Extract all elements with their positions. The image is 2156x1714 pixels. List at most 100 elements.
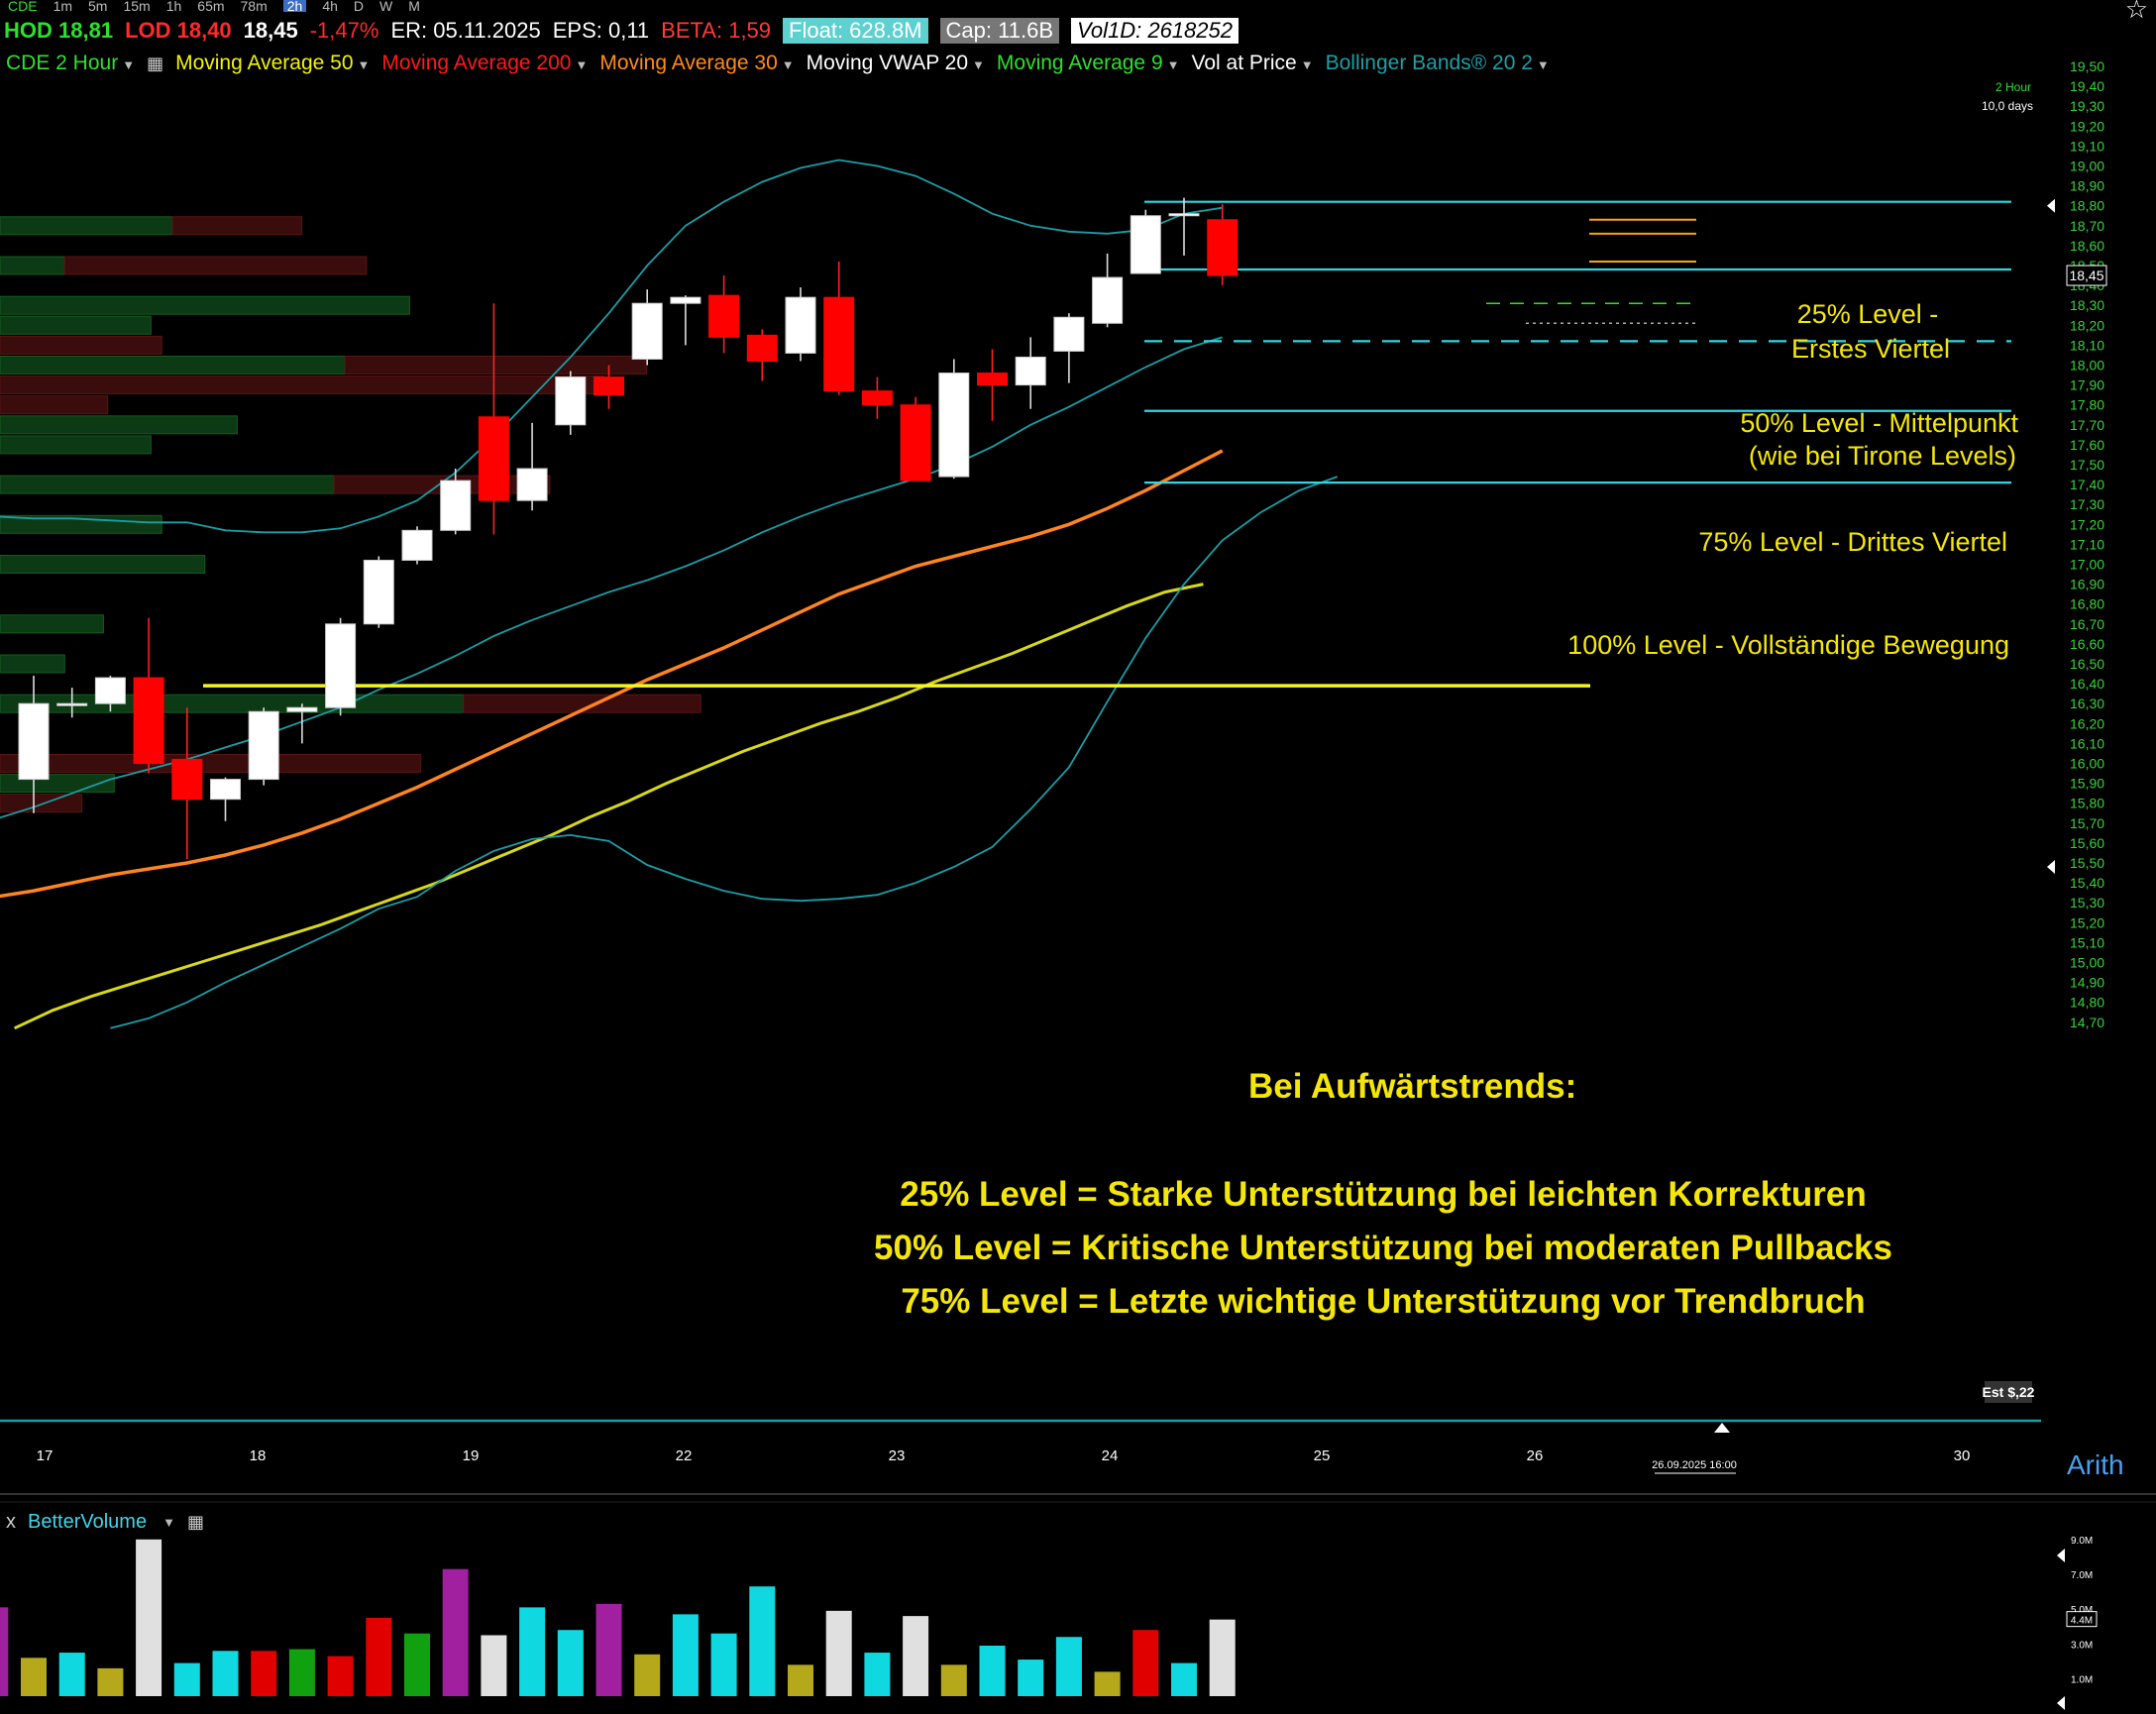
volume-bar[interactable]	[1171, 1662, 1197, 1696]
timeframe-w[interactable]: W	[379, 0, 393, 14]
legend-ma9[interactable]: Moving Average 9 ▼	[996, 52, 1180, 74]
candle-up[interactable]	[938, 373, 970, 478]
volume-bar[interactable]	[21, 1658, 47, 1696]
candle-up[interactable]	[1168, 213, 1200, 217]
candle-down[interactable]	[746, 334, 778, 362]
bollinger-lower-band	[110, 476, 1339, 1029]
legend-bollinger[interactable]: Bollinger Bands® 20 2 ▼	[1325, 52, 1550, 74]
chevron-down-icon[interactable]: ▼	[162, 1515, 175, 1530]
legend-ma200[interactable]: Moving Average 200 ▼	[381, 52, 589, 74]
candle-up[interactable]	[1130, 215, 1161, 274]
close-icon[interactable]: x	[6, 1511, 16, 1533]
candle-down[interactable]	[133, 677, 164, 765]
candle-up[interactable]	[401, 529, 433, 561]
candle-up[interactable]	[516, 468, 548, 501]
candle-down[interactable]	[861, 390, 893, 406]
volume-bar[interactable]	[1094, 1671, 1121, 1696]
timeframe-15m[interactable]: 15m	[123, 0, 151, 14]
volume-bar[interactable]	[1018, 1660, 1044, 1696]
candle-up[interactable]	[440, 480, 472, 531]
volume-bar[interactable]	[710, 1633, 737, 1696]
timeframe-1h[interactable]: 1h	[165, 0, 182, 14]
candle-down[interactable]	[977, 373, 1008, 386]
symbol-button[interactable]: CDE	[8, 0, 38, 14]
timeframe-5m[interactable]: 5m	[88, 0, 108, 14]
volume-bar[interactable]	[903, 1616, 929, 1696]
legend-symbol[interactable]: CDE 2 Hour ▼	[6, 52, 136, 74]
volume-bar[interactable]	[1055, 1637, 1082, 1696]
candle-up[interactable]	[785, 296, 816, 354]
scale-mode-label[interactable]: Arith	[2067, 1449, 2124, 1480]
y-axis-tick-label: 18,20	[2070, 317, 2104, 333]
volume-bar[interactable]	[327, 1656, 354, 1696]
volume-bar[interactable]	[481, 1635, 507, 1696]
volume-bar[interactable]	[0, 1607, 9, 1696]
volume-bar[interactable]	[825, 1610, 852, 1696]
candle-up[interactable]	[210, 779, 241, 801]
candle-up[interactable]	[1015, 356, 1046, 386]
volume-bar[interactable]	[1209, 1619, 1236, 1696]
volume-bar[interactable]	[788, 1664, 813, 1696]
candle-up[interactable]	[1092, 276, 1124, 324]
grid-icon[interactable]: ▦	[147, 53, 164, 73]
volume-bar[interactable]	[979, 1646, 1006, 1696]
candle-down[interactable]	[900, 404, 931, 482]
candle-up[interactable]	[670, 296, 701, 304]
volume-bar[interactable]	[519, 1607, 546, 1696]
candle-up[interactable]	[248, 710, 279, 781]
volume-bar[interactable]	[634, 1654, 661, 1696]
volume-bar[interactable]	[940, 1664, 967, 1696]
candle-down[interactable]	[171, 758, 203, 801]
candle-up[interactable]	[286, 706, 318, 712]
bettervolume-label[interactable]: BetterVolume	[28, 1511, 148, 1533]
timeframe-1m[interactable]: 1m	[53, 0, 73, 14]
volume-bar[interactable]	[864, 1653, 891, 1696]
volume-bar[interactable]	[366, 1617, 392, 1696]
candle-up[interactable]	[631, 302, 663, 360]
volume-bar[interactable]	[404, 1633, 430, 1696]
candle-up[interactable]	[325, 623, 357, 708]
timeframe-65m[interactable]: 65m	[197, 0, 225, 14]
legend-ma50[interactable]: Moving Average 50 ▼	[175, 52, 371, 74]
legend-vol-at-price[interactable]: Vol at Price ▼	[1191, 52, 1314, 74]
candle-down[interactable]	[593, 376, 624, 396]
y-axis-tick-label: 16,70	[2070, 616, 2104, 632]
legend-ma30[interactable]: Moving Average 30 ▼	[599, 52, 795, 74]
timeframe-2h[interactable]: 2h	[282, 0, 307, 13]
candle-down[interactable]	[1207, 219, 1239, 276]
volume-bar[interactable]	[58, 1653, 85, 1696]
candle-down[interactable]	[478, 416, 509, 501]
volume-bar[interactable]	[442, 1568, 469, 1696]
volume-bar[interactable]	[672, 1614, 699, 1696]
est-label-box	[1985, 1381, 2032, 1403]
volume-bar[interactable]	[749, 1586, 776, 1696]
timeframe-4h[interactable]: 4h	[322, 0, 338, 14]
favorite-star-icon[interactable]: ☆	[2124, 0, 2148, 24]
timeframe-m[interactable]: M	[408, 0, 420, 14]
volume-bar[interactable]	[595, 1603, 622, 1696]
summary-line: 75% Level = Letzte wichtige Unterstützun…	[901, 1282, 1865, 1321]
candle-up[interactable]	[363, 559, 394, 625]
volume-bar[interactable]	[1132, 1630, 1159, 1696]
volume-bar[interactable]	[212, 1651, 239, 1696]
timeframe-d[interactable]: D	[353, 0, 365, 14]
volume-bar[interactable]	[97, 1667, 124, 1696]
grid-icon[interactable]: ▦	[186, 1512, 204, 1532]
candle-down[interactable]	[823, 296, 855, 392]
candle-up[interactable]	[18, 702, 50, 781]
x-axis-tick-label: 19	[463, 1447, 480, 1464]
timeframe-78m[interactable]: 78m	[240, 0, 268, 14]
volume-bar[interactable]	[136, 1539, 162, 1696]
candle-up[interactable]	[56, 702, 88, 706]
y-axis-tick-label: 17,00	[2070, 557, 2104, 573]
candle-down[interactable]	[708, 294, 740, 338]
volume-bar[interactable]	[251, 1651, 277, 1696]
legend-vwap20[interactable]: Moving VWAP 20 ▼	[806, 52, 985, 74]
candle-up[interactable]	[555, 376, 587, 426]
volume-bar[interactable]	[557, 1630, 584, 1696]
volume-bar[interactable]	[288, 1649, 315, 1696]
volume-bar[interactable]	[173, 1662, 200, 1696]
candle-up[interactable]	[1053, 316, 1085, 352]
candle-up[interactable]	[94, 677, 126, 704]
